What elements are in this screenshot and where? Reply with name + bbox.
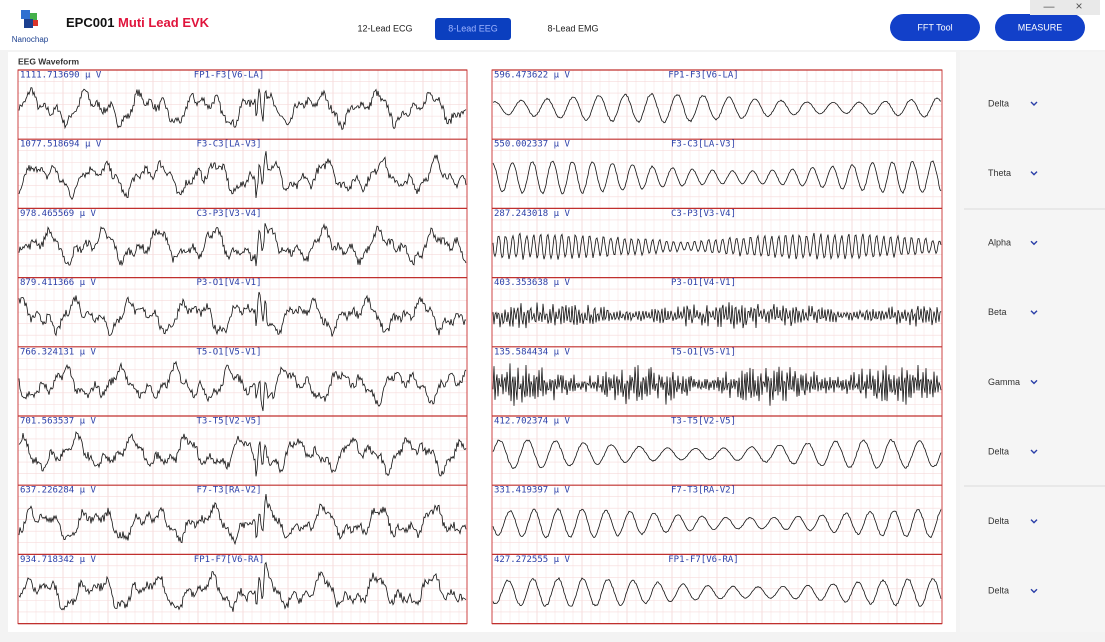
lead-label: F7-T3[RA-V2]	[197, 486, 262, 496]
amplitude-label: 287.243018 μ V	[494, 209, 570, 219]
waveform	[492, 160, 942, 195]
waveform	[18, 223, 467, 267]
lead-label: T5-O1[V5-V1]	[197, 347, 262, 357]
band-dropdown[interactable]: Delta	[988, 516, 1009, 526]
dropdown-chevron	[1030, 310, 1038, 315]
lead-label: C3-P3[V3-V4]	[197, 209, 262, 219]
waveform	[18, 561, 467, 612]
band-dropdown[interactable]: Beta	[988, 307, 1007, 317]
lead-label: F3-C3[LA-V3]	[671, 140, 736, 150]
lead-label: FP1-F7[V6-RA]	[668, 555, 738, 565]
sidebar-bg	[960, 52, 1105, 632]
plots: 1111.713690 μ V FP1-F3[V6-LA] 1077.518694 …	[17, 69, 943, 625]
lead-label: FP1-F7[V6-RA]	[194, 555, 264, 565]
app-title: EPC001 Muti Lead EVK	[66, 15, 210, 30]
dropdown-chevron	[1030, 588, 1038, 594]
waveform	[18, 431, 467, 477]
tab-bg	[435, 18, 511, 40]
logo-text: Nanochap	[12, 35, 49, 44]
band-dropdown[interactable]: Gamma	[988, 377, 1020, 387]
band-dropdown[interactable]: Theta	[988, 168, 1011, 178]
band-selectors: Delta Theta Alpha Beta Gamma Delta Delta Delta	[988, 98, 1038, 596]
lead-label: T3-T5[V2-V5]	[197, 417, 262, 427]
button-bg	[995, 14, 1085, 41]
button-bg	[890, 14, 980, 41]
title: EPC001	[66, 15, 114, 30]
lead-label: FP1-F3[V6-LA]	[194, 71, 264, 81]
subtitle: Muti Lead EVK	[118, 15, 210, 30]
amplitude-label: 427.272555 μ V	[494, 555, 570, 565]
lead-label: T3-T5[V2-V5]	[671, 417, 736, 427]
lead-label: T5-O1[V5-V1]	[671, 347, 736, 357]
amplitude-label: 934.718342 μ V	[20, 555, 96, 565]
amplitude-label: 403.353638 μ V	[494, 278, 570, 288]
waveform	[18, 151, 467, 201]
dropdown-chevron	[1030, 379, 1038, 385]
amplitude-label: 412.702374 μ V	[494, 417, 570, 427]
amplitude-label: 766.324131 μ V	[20, 347, 96, 357]
amplitude-label: 701.563537 μ V	[20, 417, 96, 427]
amplitude-label: 331.419397 μ V	[494, 486, 570, 496]
waveform	[18, 360, 467, 412]
waveform-column: 1111.713690 μ V FP1-F3[V6-LA] 1077.518694 …	[17, 69, 468, 625]
waveform	[492, 232, 942, 261]
band-dropdown[interactable]: Alpha	[988, 238, 1011, 248]
close[interactable]: ×	[1075, 0, 1082, 13]
waveform-column: 596.473622 μ V FP1-F3[V6-LA] 550.002337 μ …	[491, 69, 943, 625]
tabs: 12-Lead ECG 8-Lead EEG 8-Lead EMG FFT Tool M…	[357, 14, 1085, 41]
amplitude-label: 135.584434 μ V	[494, 347, 570, 357]
waveform	[492, 92, 942, 124]
amplitude-label: 978.465569 μ V	[20, 209, 96, 219]
window-controls: — ×	[1030, 0, 1100, 15]
dropdown-chevron	[1030, 101, 1038, 106]
tab[interactable]: 8-Lead EEG	[448, 23, 498, 33]
lead-label: C3-P3[V3-V4]	[671, 209, 736, 219]
waveform	[492, 438, 942, 470]
amplitude-label: 596.473622 μ V	[494, 71, 570, 81]
waveform	[492, 577, 942, 607]
lead-label: P3-O1[V4-V1]	[671, 278, 736, 288]
dropdown-chevron	[1030, 449, 1038, 454]
tab[interactable]: 12-Lead ECG	[357, 23, 412, 33]
panel-title: EEG Waveform	[18, 56, 80, 66]
dropdown-chevron	[1030, 519, 1038, 524]
waveform	[18, 493, 467, 546]
waveform	[492, 507, 942, 539]
button[interactable]: FFT Tool	[917, 22, 952, 32]
amplitude-label: 1111.713690 μ V	[20, 71, 102, 81]
minimize[interactable]: —	[1044, 1, 1055, 13]
amplitude-label: 550.002337 μ V	[494, 140, 570, 150]
dropdown-chevron	[1030, 171, 1038, 176]
amplitude-label: 879.411366 μ V	[20, 278, 96, 288]
band-dropdown[interactable]: Delta	[988, 586, 1009, 596]
waveform	[18, 291, 467, 337]
waveform	[492, 302, 942, 329]
band-dropdown[interactable]: Delta	[988, 446, 1009, 456]
tab[interactable]: 8-Lead EMG	[547, 23, 598, 33]
amplitude-label: 637.226284 μ V	[20, 486, 96, 496]
lead-label: P3-O1[V4-V1]	[197, 278, 262, 288]
waveform	[18, 87, 467, 131]
lead-label: F3-C3[LA-V3]	[197, 140, 262, 150]
lead-label: FP1-F3[V6-LA]	[668, 71, 738, 81]
waveform	[492, 363, 942, 406]
button[interactable]: MEASURE	[1018, 22, 1063, 32]
amplitude-label: 1077.518694 μ V	[20, 140, 102, 150]
logo	[21, 10, 38, 28]
dropdown-chevron	[1030, 240, 1038, 246]
lead-label: F7-T3[RA-V2]	[671, 486, 736, 496]
band-dropdown[interactable]: Delta	[988, 98, 1009, 108]
